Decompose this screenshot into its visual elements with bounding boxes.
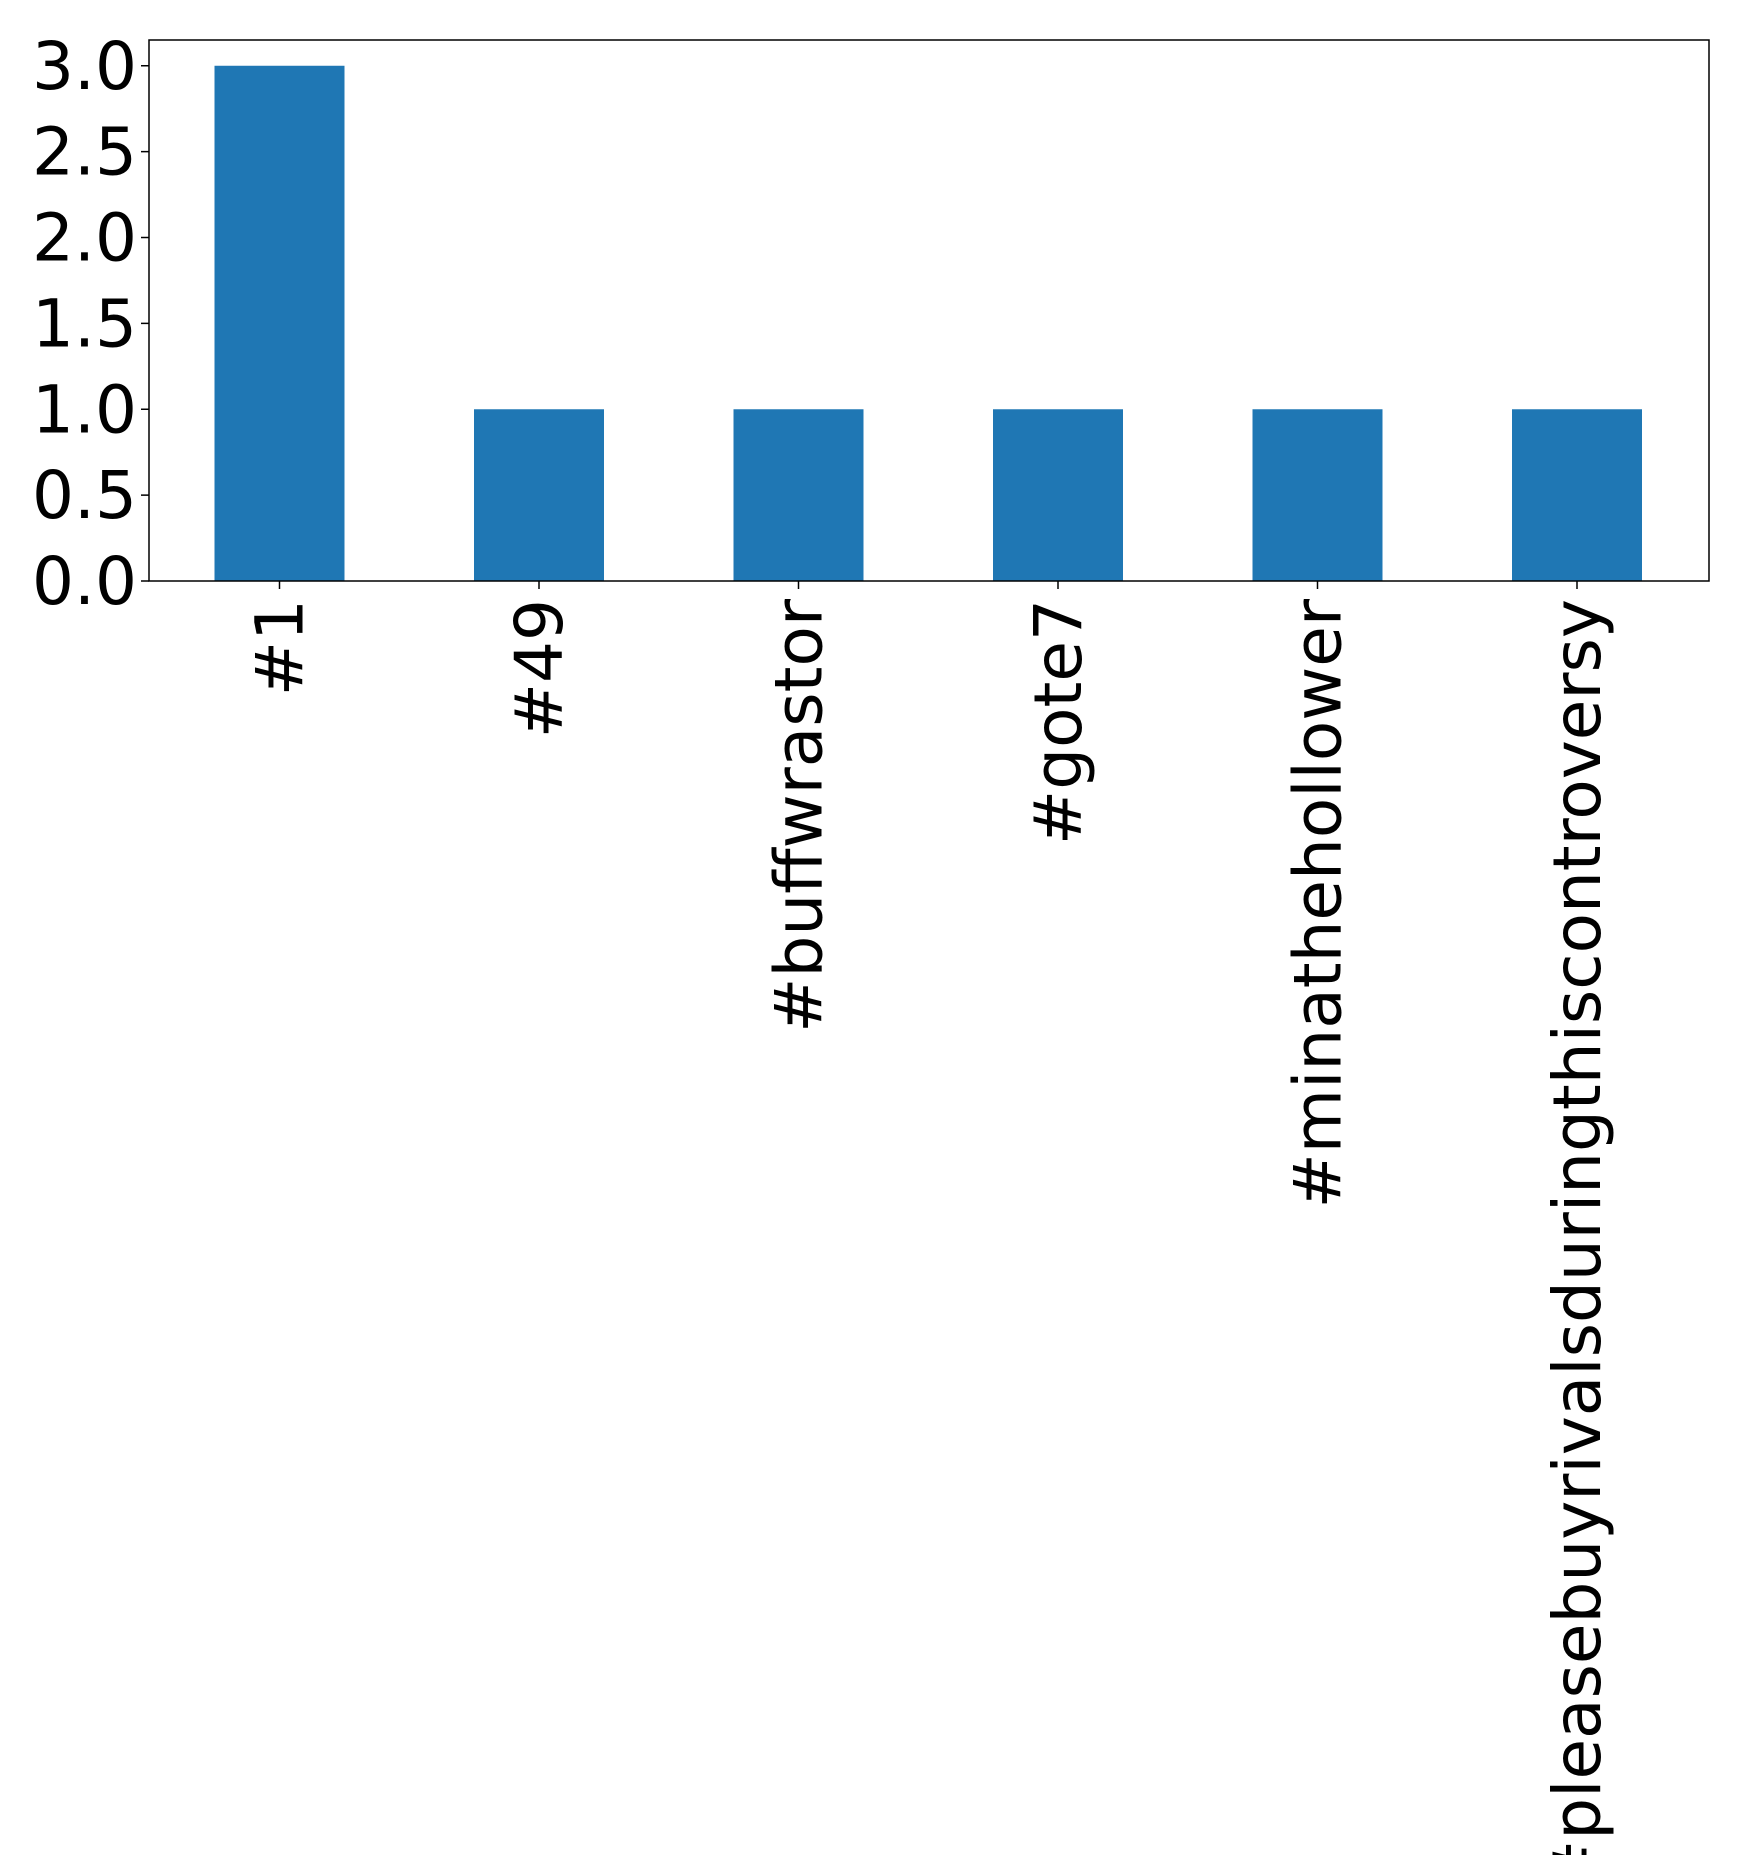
y-tick-label: 2.5 bbox=[32, 114, 137, 191]
y-tick-label: 1.0 bbox=[32, 371, 137, 448]
x-tick-label: #1 bbox=[242, 599, 319, 696]
bar-0 bbox=[214, 65, 345, 581]
bar-2 bbox=[733, 409, 864, 581]
bars-layer bbox=[214, 65, 1642, 581]
x-tick-label: #49 bbox=[501, 599, 578, 738]
bar-4 bbox=[1252, 409, 1383, 581]
y-tick-label: 0.0 bbox=[32, 543, 137, 620]
bar-3 bbox=[993, 409, 1123, 581]
x-tick-label: #gote7 bbox=[1020, 599, 1097, 845]
x-tick-label: #pleasebuyrivalsduringthiscontroversy bbox=[1539, 599, 1616, 1855]
bar-1 bbox=[474, 409, 604, 581]
x-tick-label: #minathehollower bbox=[1280, 598, 1357, 1208]
y-axis: 0.0 0.5 1.0 1.5 2.0 2.5 3.0 bbox=[32, 28, 149, 620]
x-axis: #1 #49 #buffwrastor #gote7 #minathehollower #… bbox=[242, 581, 1616, 1855]
y-tick-label: 0.5 bbox=[32, 457, 137, 534]
x-tick-label: #buffwrastor bbox=[761, 598, 838, 1033]
y-tick-label: 1.5 bbox=[32, 285, 137, 362]
y-tick-label: 3.0 bbox=[32, 28, 137, 105]
y-tick-label: 2.0 bbox=[32, 200, 137, 277]
plot-area-frame bbox=[148, 39, 1710, 582]
bar-5 bbox=[1512, 409, 1642, 581]
